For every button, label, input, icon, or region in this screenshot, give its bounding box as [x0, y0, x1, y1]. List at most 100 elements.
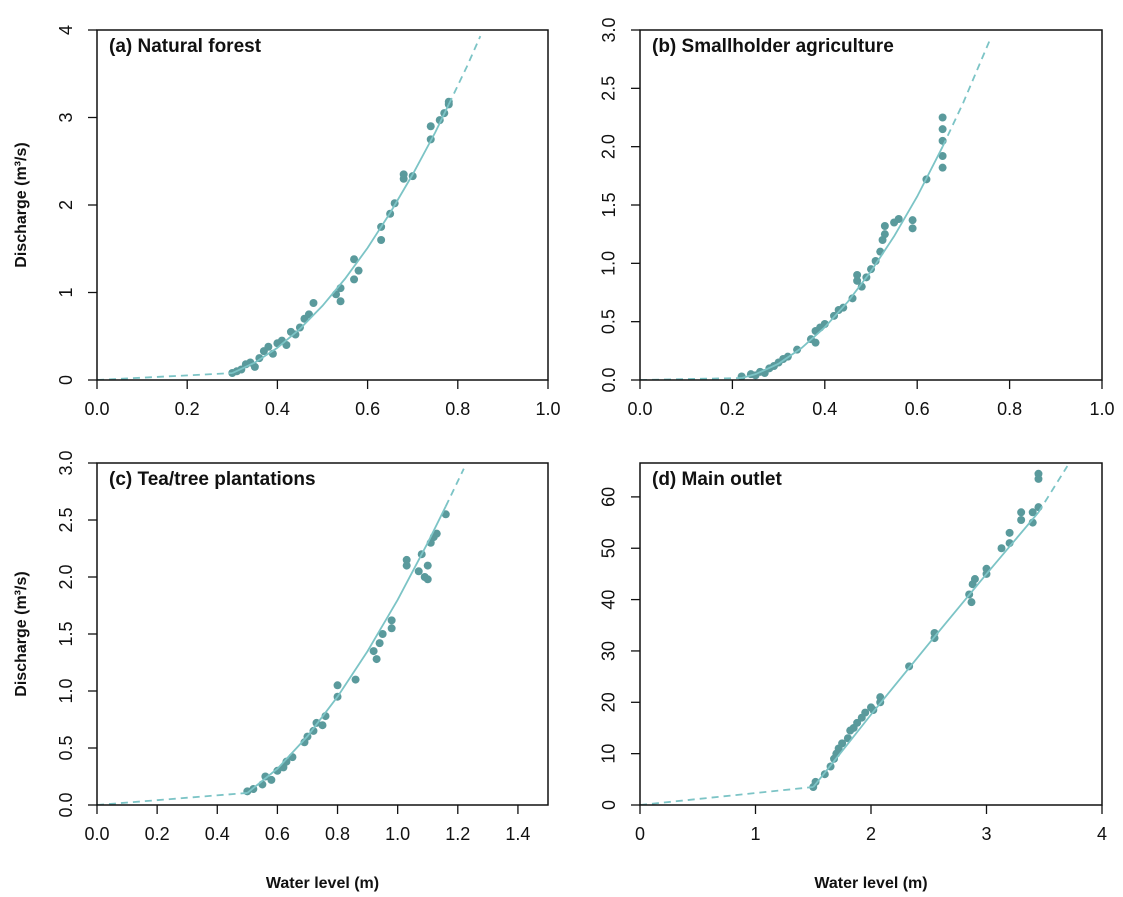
y-tick-label: 20: [599, 692, 619, 712]
x-tick-label: 1.4: [505, 824, 530, 844]
data-point: [369, 647, 378, 656]
data-point: [880, 230, 889, 239]
x-axis-label: Water level (m): [266, 875, 379, 892]
x-tick-label: 1: [750, 824, 760, 844]
data-point: [1005, 528, 1014, 537]
y-tick-label: 2.0: [599, 134, 619, 159]
data-point: [402, 561, 411, 570]
data-point: [423, 575, 432, 584]
data-point: [387, 624, 396, 633]
data-point: [838, 739, 847, 748]
y-tick-label: 2.5: [599, 76, 619, 101]
rating-curve: [812, 511, 1040, 788]
y-tick-label: 60: [599, 487, 619, 507]
data-point: [997, 544, 1006, 553]
x-tick-label: 0.6: [905, 399, 930, 419]
y-tick-label: 30: [599, 641, 619, 661]
extrapolated-curve: [97, 792, 248, 805]
data-point: [399, 170, 408, 179]
x-tick-label: 1.0: [535, 399, 560, 419]
y-tick-label: 0.5: [56, 735, 76, 760]
plot-frame: [639, 29, 1103, 381]
panel: 0.0 0.2 0.4 0.6 0.8 1.0 0.0 0.5 1.0 1.5 2.0 2.5 3.0 (…: [599, 17, 1115, 418]
x-tick-label: 0: [635, 824, 645, 844]
data-point: [876, 693, 885, 702]
x-tick-label: 0.4: [205, 824, 230, 844]
y-tick-label: 0.0: [599, 367, 619, 392]
x-tick-label: 0.2: [145, 824, 170, 844]
panel: 0.0 0.2 0.4 0.6 0.8 1.0 1.2 1.4 0.0 0.5 1.0 1.5 2.0 2…: [13, 450, 549, 892]
x-tick-label: 0.6: [265, 824, 290, 844]
rating-curve: [246, 505, 447, 794]
y-tick-label: 50: [599, 538, 619, 558]
data-point: [861, 708, 870, 717]
extrapolated-curve: [444, 468, 465, 507]
data-point: [880, 222, 889, 230]
y-tick-label: 4: [56, 25, 76, 35]
data-point: [375, 639, 384, 648]
x-tick-label: 3: [981, 824, 991, 844]
panel-title: (d) Main outlet: [652, 469, 782, 490]
data-point: [938, 113, 947, 122]
y-tick-label: 0.0: [56, 792, 76, 817]
y-tick-label: 10: [599, 744, 619, 764]
data-point: [250, 362, 259, 371]
data-point: [273, 766, 282, 775]
data-point: [1017, 516, 1026, 524]
extrapolated-curve: [941, 36, 992, 148]
data-point: [261, 772, 270, 781]
y-tick-label: 1.0: [599, 251, 619, 276]
x-tick-label: 0.2: [175, 399, 200, 419]
data-point: [811, 777, 820, 786]
x-tick-label: 1.2: [445, 824, 470, 844]
y-tick-label: 1.5: [599, 192, 619, 217]
data-point: [387, 616, 396, 625]
data-point: [894, 215, 903, 223]
data-point: [853, 271, 862, 279]
y-tick-label: 1: [56, 287, 76, 297]
x-tick-label: 1.0: [1089, 399, 1114, 419]
y-tick-label: 0: [56, 375, 76, 385]
plot-frame: [96, 29, 549, 381]
data-point: [908, 216, 917, 225]
plot-frame: [96, 462, 549, 806]
data-point: [318, 721, 327, 730]
x-tick-label: 0.8: [325, 824, 350, 844]
data-point: [267, 775, 276, 784]
x-tick-label: 0.0: [84, 399, 109, 419]
data-point: [1034, 469, 1043, 478]
data-point: [967, 598, 976, 607]
data-point: [938, 152, 947, 160]
rating-curve: [741, 146, 944, 379]
x-tick-label: 4: [1097, 824, 1107, 844]
x-tick-label: 0.8: [997, 399, 1022, 419]
data-point: [282, 757, 291, 766]
extrapolated-curve: [640, 786, 814, 805]
data-point: [811, 338, 820, 347]
y-axis-label: Discharge (m³/s): [13, 142, 30, 267]
y-tick-label: 0.5: [599, 309, 619, 334]
data-point: [402, 555, 411, 564]
data-point: [848, 294, 857, 303]
panel-title: (c) Tea/tree plantations: [109, 469, 316, 490]
data-point: [309, 726, 318, 735]
data-point: [871, 257, 880, 265]
y-tick-label: 40: [599, 590, 619, 610]
data-point: [423, 561, 432, 570]
panel: 0.0 0.2 0.4 0.6 0.8 1.0 0 1 2 3 4 (a) Natural fores…: [13, 25, 560, 419]
data-point: [908, 224, 917, 233]
y-tick-label: 3.0: [599, 17, 619, 42]
data-point: [309, 299, 318, 307]
data-point: [414, 567, 423, 576]
x-tick-label: 0.4: [265, 399, 290, 419]
panel-title: (b) Smallholder agriculture: [652, 36, 894, 57]
y-tick-label: 3: [56, 112, 76, 122]
plot-area: [640, 36, 992, 380]
plot-area: [640, 465, 1069, 805]
data-point: [291, 330, 300, 339]
data-point: [432, 529, 441, 538]
x-tick-label: 0.8: [445, 399, 470, 419]
data-point: [350, 255, 359, 264]
